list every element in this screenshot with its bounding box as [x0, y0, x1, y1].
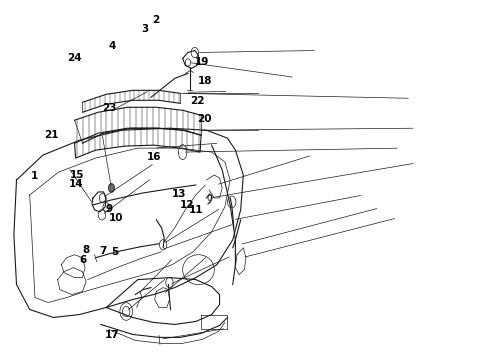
Text: 15: 15: [70, 170, 84, 180]
Text: 7: 7: [99, 246, 106, 256]
Text: 12: 12: [179, 200, 194, 210]
Circle shape: [108, 184, 115, 192]
Text: 22: 22: [190, 96, 204, 106]
Text: 10: 10: [108, 213, 123, 223]
Text: 16: 16: [147, 152, 162, 162]
Text: 1: 1: [31, 171, 38, 181]
Text: 5: 5: [111, 247, 118, 257]
Text: 21: 21: [44, 130, 58, 140]
Text: 24: 24: [67, 53, 82, 63]
Text: 17: 17: [104, 330, 119, 340]
Text: 2: 2: [152, 15, 159, 26]
Text: 23: 23: [102, 103, 117, 113]
Text: 20: 20: [197, 114, 212, 124]
Text: 6: 6: [79, 255, 87, 265]
Text: 11: 11: [189, 206, 203, 216]
Text: 8: 8: [82, 245, 90, 255]
Text: 19: 19: [195, 57, 209, 67]
Text: 13: 13: [172, 189, 186, 199]
Text: 18: 18: [197, 76, 212, 86]
Text: 4: 4: [108, 41, 116, 50]
Text: 14: 14: [68, 179, 83, 189]
Text: 9: 9: [106, 204, 113, 214]
Text: 3: 3: [142, 24, 149, 35]
